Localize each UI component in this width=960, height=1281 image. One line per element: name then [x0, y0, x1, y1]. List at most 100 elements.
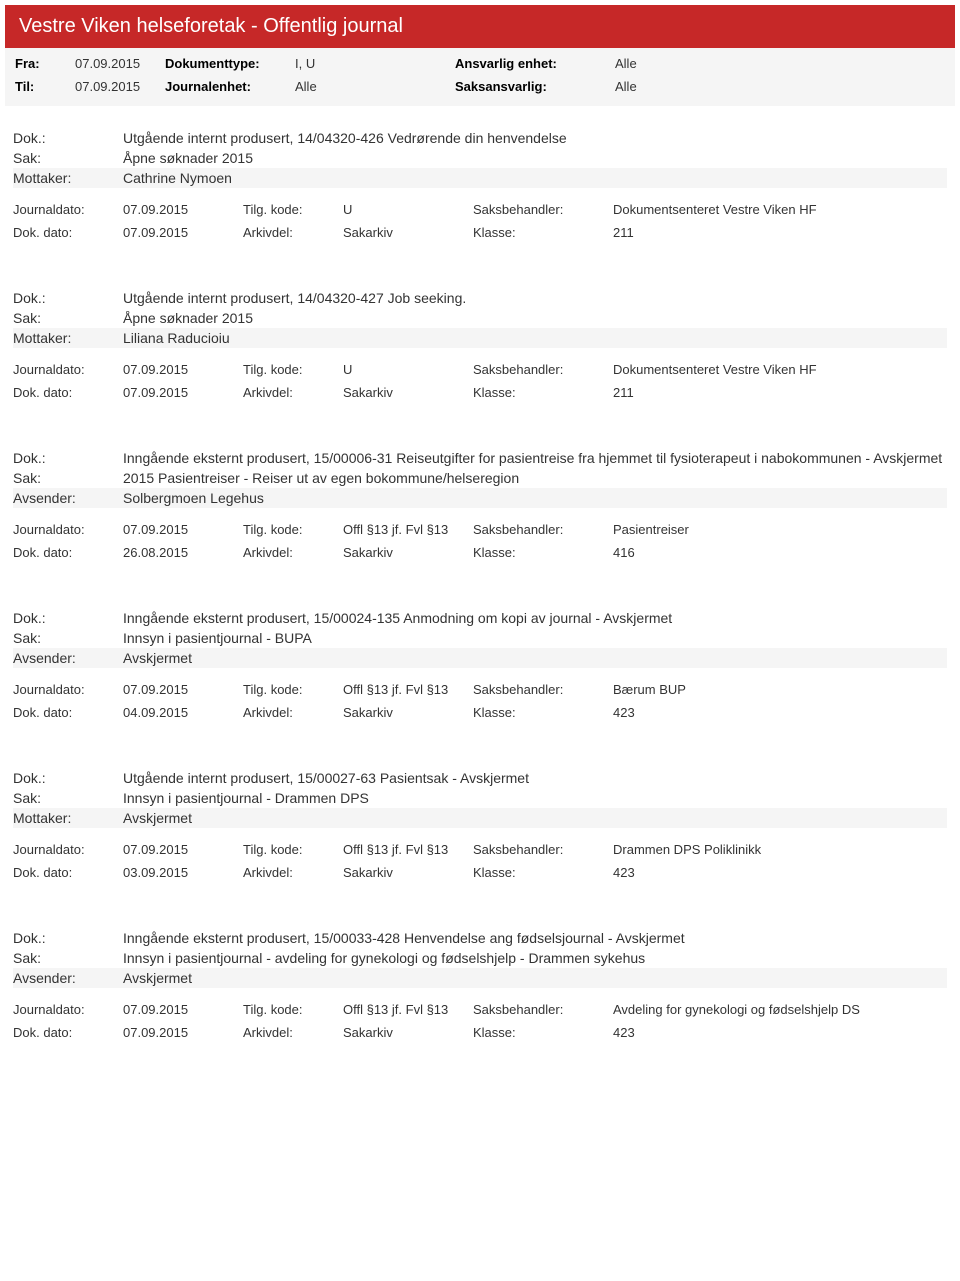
dok-label: Dok.: — [13, 450, 123, 466]
sak-value: Åpne søknader 2015 — [123, 310, 947, 326]
journaldato-label: Journaldato: — [13, 202, 123, 217]
dok-label: Dok.: — [13, 770, 123, 786]
sak-label: Sak: — [13, 150, 123, 166]
sak-label: Sak: — [13, 950, 123, 966]
entry-party-row: Mottaker: Cathrine Nymoen — [13, 168, 947, 188]
entry-header: Dok.: Utgående internt produsert, 14/043… — [5, 284, 955, 358]
sak-value: Innsyn i pasientjournal - Drammen DPS — [123, 790, 947, 806]
party-value: Avskjermet — [123, 970, 947, 986]
entry-sak-row: Sak: 2015 Pasientreiser - Reiser ut av e… — [13, 468, 947, 488]
party-label: Mottaker: — [13, 330, 123, 346]
entry-meta-row-1: Journaldato: 07.09.2015 Tilg. kode: U Sa… — [5, 358, 955, 381]
arkivdel-value: Sakarkiv — [343, 225, 473, 240]
filter-saksansvarlig-value: Alle — [615, 79, 715, 94]
entry-party-row: Mottaker: Liliana Raducioiu — [13, 328, 947, 348]
party-value: Liliana Raducioiu — [123, 330, 947, 346]
saksbeh-label: Saksbehandler: — [473, 362, 613, 377]
klasse-value: 423 — [613, 865, 947, 880]
dokdato-label: Dok. dato: — [13, 545, 123, 560]
entry-header: Dok.: Utgående internt produsert, 15/000… — [5, 764, 955, 838]
dokdato-label: Dok. dato: — [13, 385, 123, 400]
klasse-label: Klasse: — [473, 1025, 613, 1040]
saksbeh-label: Saksbehandler: — [473, 522, 613, 537]
filter-ansvarlig-value: Alle — [615, 56, 715, 71]
journal-entry: Dok.: Inngående eksternt produsert, 15/0… — [5, 924, 955, 1044]
entry-sak-row: Sak: Innsyn i pasientjournal - Drammen D… — [13, 788, 947, 808]
journaldato-value: 07.09.2015 — [123, 362, 243, 377]
party-value: Avskjermet — [123, 810, 947, 826]
arkivdel-label: Arkivdel: — [243, 545, 343, 560]
filter-journalenhet-label: Journalenhet: — [165, 79, 295, 94]
sak-value: Innsyn i pasientjournal - avdeling for g… — [123, 950, 947, 966]
party-label: Avsender: — [13, 650, 123, 666]
sak-label: Sak: — [13, 470, 123, 486]
party-value: Avskjermet — [123, 650, 947, 666]
entry-dok-row: Dok.: Utgående internt produsert, 14/043… — [13, 128, 947, 148]
filter-ansvarlig-label: Ansvarlig enhet: — [455, 56, 615, 71]
entry-header: Dok.: Inngående eksternt produsert, 15/0… — [5, 444, 955, 518]
dok-value: Utgående internt produsert, 14/04320-427… — [123, 290, 947, 306]
journal-entry: Dok.: Inngående eksternt produsert, 15/0… — [5, 444, 955, 564]
entry-party-row: Avsender: Solbergmoen Legehus — [13, 488, 947, 508]
entry-meta-row-1: Journaldato: 07.09.2015 Tilg. kode: Offl… — [5, 518, 955, 541]
sak-label: Sak: — [13, 630, 123, 646]
journal-entry: Dok.: Utgående internt produsert, 14/043… — [5, 124, 955, 244]
dok-value: Inngående eksternt produsert, 15/00006-3… — [123, 450, 947, 466]
dok-value: Utgående internt produsert, 15/00027-63 … — [123, 770, 947, 786]
entry-meta-row-2: Dok. dato: 07.09.2015 Arkivdel: Sakarkiv… — [5, 1021, 955, 1044]
filter-fra-label: Fra: — [15, 56, 75, 71]
klasse-label: Klasse: — [473, 225, 613, 240]
dok-value: Utgående internt produsert, 14/04320-426… — [123, 130, 947, 146]
arkivdel-value: Sakarkiv — [343, 865, 473, 880]
arkivdel-value: Sakarkiv — [343, 1025, 473, 1040]
saksbeh-label: Saksbehandler: — [473, 202, 613, 217]
tilgkode-label: Tilg. kode: — [243, 522, 343, 537]
klasse-value: 423 — [613, 705, 947, 720]
klasse-label: Klasse: — [473, 865, 613, 880]
journal-entry: Dok.: Inngående eksternt produsert, 15/0… — [5, 604, 955, 724]
saksbeh-value: Avdeling for gynekologi og fødselshjelp … — [613, 1002, 947, 1017]
dok-label: Dok.: — [13, 130, 123, 146]
entry-sak-row: Sak: Innsyn i pasientjournal - BUPA — [13, 628, 947, 648]
entry-meta-row-1: Journaldato: 07.09.2015 Tilg. kode: Offl… — [5, 838, 955, 861]
arkivdel-value: Sakarkiv — [343, 385, 473, 400]
entry-meta-row-2: Dok. dato: 26.08.2015 Arkivdel: Sakarkiv… — [5, 541, 955, 564]
entry-sak-row: Sak: Åpne søknader 2015 — [13, 308, 947, 328]
klasse-value: 416 — [613, 545, 947, 560]
journaldato-label: Journaldato: — [13, 682, 123, 697]
tilgkode-label: Tilg. kode: — [243, 682, 343, 697]
entry-dok-row: Dok.: Inngående eksternt produsert, 15/0… — [13, 928, 947, 948]
journaldato-label: Journaldato: — [13, 842, 123, 857]
tilgkode-label: Tilg. kode: — [243, 842, 343, 857]
klasse-value: 423 — [613, 1025, 947, 1040]
filter-journalenhet-value: Alle — [295, 79, 455, 94]
page-title: Vestre Viken helseforetak - Offentlig jo… — [5, 5, 955, 48]
journal-entry: Dok.: Utgående internt produsert, 14/043… — [5, 284, 955, 404]
entry-sak-row: Sak: Åpne søknader 2015 — [13, 148, 947, 168]
tilgkode-label: Tilg. kode: — [243, 1002, 343, 1017]
saksbeh-value: Drammen DPS Poliklinikk — [613, 842, 947, 857]
journaldato-label: Journaldato: — [13, 522, 123, 537]
saksbeh-value: Bærum BUP — [613, 682, 947, 697]
dok-label: Dok.: — [13, 290, 123, 306]
dok-label: Dok.: — [13, 930, 123, 946]
dokdato-label: Dok. dato: — [13, 1025, 123, 1040]
arkivdel-value: Sakarkiv — [343, 545, 473, 560]
saksbeh-value: Pasientreiser — [613, 522, 947, 537]
entry-sak-row: Sak: Innsyn i pasientjournal - avdeling … — [13, 948, 947, 968]
dokdato-value: 07.09.2015 — [123, 385, 243, 400]
klasse-label: Klasse: — [473, 385, 613, 400]
filter-doktype-value: I, U — [295, 56, 455, 71]
journaldato-value: 07.09.2015 — [123, 1002, 243, 1017]
arkivdel-label: Arkivdel: — [243, 225, 343, 240]
entry-meta-row-1: Journaldato: 07.09.2015 Tilg. kode: Offl… — [5, 678, 955, 701]
filter-til-label: Til: — [15, 79, 75, 94]
tilgkode-value: Offl §13 jf. Fvl §13 — [343, 842, 473, 857]
klasse-value: 211 — [613, 225, 947, 240]
filter-fra-value: 07.09.2015 — [75, 56, 165, 71]
arkivdel-label: Arkivdel: — [243, 705, 343, 720]
saksbeh-value: Dokumentsenteret Vestre Viken HF — [613, 202, 947, 217]
tilgkode-value: U — [343, 362, 473, 377]
entry-dok-row: Dok.: Utgående internt produsert, 14/043… — [13, 288, 947, 308]
dokdato-value: 04.09.2015 — [123, 705, 243, 720]
